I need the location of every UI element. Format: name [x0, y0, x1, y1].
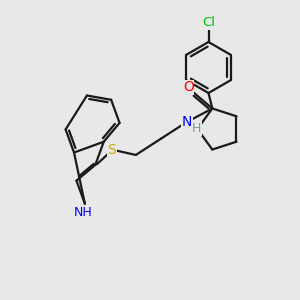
- Text: O: O: [183, 80, 194, 94]
- Text: S: S: [107, 143, 116, 158]
- Text: H: H: [192, 122, 201, 135]
- Text: Cl: Cl: [202, 16, 215, 29]
- Text: N: N: [182, 115, 192, 129]
- Text: NH: NH: [74, 206, 93, 219]
